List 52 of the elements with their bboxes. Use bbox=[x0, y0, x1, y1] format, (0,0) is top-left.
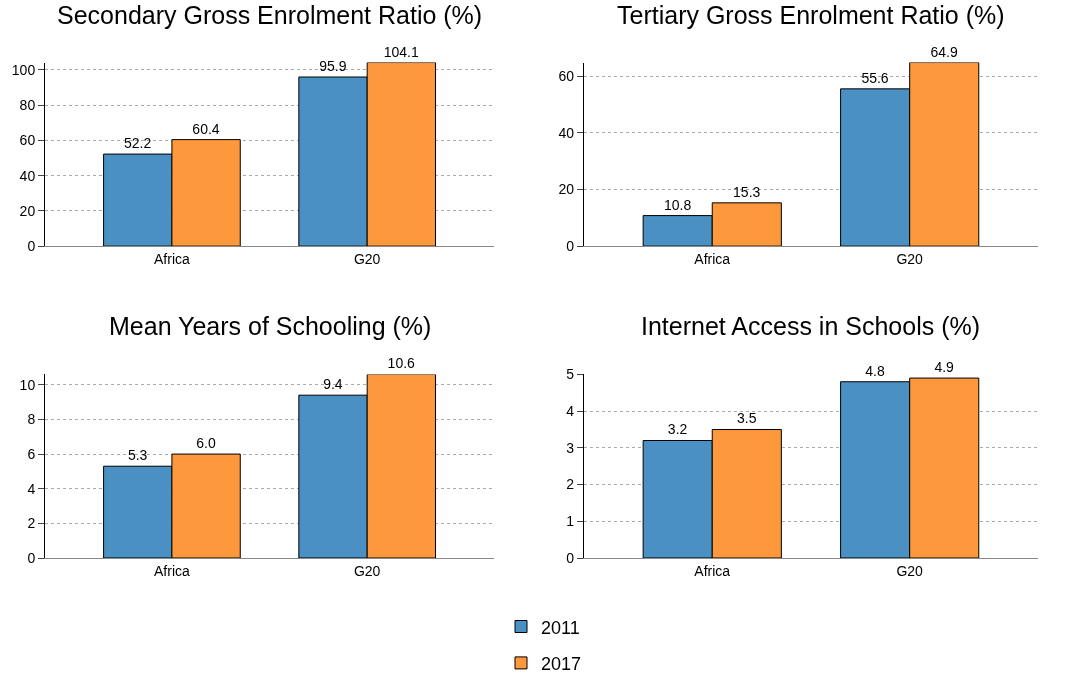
y-tick-label: 60 bbox=[19, 132, 36, 149]
data-label: 9.4 bbox=[323, 376, 343, 393]
data-label: 15.3 bbox=[733, 183, 761, 200]
data-label: 60.4 bbox=[192, 120, 220, 137]
y-tick-label: 10 bbox=[19, 376, 36, 393]
y-tick-label: 8 bbox=[27, 411, 36, 428]
data-label: 3.2 bbox=[667, 421, 688, 438]
y-tick-label: 60 bbox=[558, 68, 575, 85]
y-tick-label: 4 bbox=[27, 480, 36, 497]
data-label: 52.2 bbox=[124, 135, 152, 152]
y-tick-label: 0 bbox=[566, 238, 575, 255]
y-tick-label: 2 bbox=[27, 515, 36, 532]
y-tick-label: 0 bbox=[566, 549, 575, 566]
x-tick-label: Africa bbox=[154, 250, 191, 267]
y-tick-label: 100 bbox=[11, 61, 36, 78]
y-tick-label: 5 bbox=[566, 366, 575, 383]
x-tick-label: Africa bbox=[694, 562, 731, 579]
data-label: 4.9 bbox=[934, 359, 955, 376]
chart-title: Secondary Gross Enrolment Ratio (%) bbox=[57, 1, 483, 29]
y-tick-label: 2 bbox=[566, 476, 575, 493]
data-label: 6.0 bbox=[196, 435, 216, 452]
y-tick-label: 40 bbox=[19, 167, 36, 184]
data-label: 10.8 bbox=[663, 196, 692, 213]
y-tick-label: 20 bbox=[19, 202, 36, 219]
y-tick-label: 40 bbox=[558, 124, 575, 141]
x-tick-label: G20 bbox=[896, 562, 924, 579]
data-label: 3.5 bbox=[736, 410, 757, 427]
y-tick-label: 3 bbox=[566, 439, 575, 456]
y-tick-label: 4 bbox=[566, 403, 575, 420]
data-label: 104.1 bbox=[383, 43, 419, 60]
y-tick-label: 1 bbox=[566, 513, 575, 530]
data-label: 5.3 bbox=[127, 447, 148, 464]
y-tick-label: 0 bbox=[27, 549, 36, 566]
x-tick-label: Africa bbox=[694, 250, 731, 267]
y-tick-label: 6 bbox=[27, 445, 36, 462]
legend-label: 2017 bbox=[541, 653, 582, 674]
y-tick-label: 0 bbox=[27, 238, 36, 255]
x-tick-label: G20 bbox=[353, 562, 381, 579]
legend-label: 2011 bbox=[541, 617, 580, 638]
chart-title: Tertiary Gross Enrolment Ratio (%) bbox=[617, 1, 1005, 29]
data-label: 95.9 bbox=[319, 58, 347, 74]
data-label: 55.6 bbox=[861, 69, 889, 86]
y-tick-label: 80 bbox=[19, 96, 36, 113]
data-label: 64.9 bbox=[930, 43, 958, 60]
data-label: 10.6 bbox=[387, 355, 416, 372]
y-tick-label: 20 bbox=[558, 181, 575, 198]
x-tick-label: G20 bbox=[353, 250, 381, 267]
data-label: 4.8 bbox=[865, 362, 885, 379]
x-tick-label: Africa bbox=[154, 562, 191, 579]
x-tick-label: G20 bbox=[896, 250, 924, 267]
chart-title: Internet Access in Schools (%) bbox=[641, 312, 981, 340]
chart-title: Mean Years of Schooling (%) bbox=[109, 312, 432, 340]
